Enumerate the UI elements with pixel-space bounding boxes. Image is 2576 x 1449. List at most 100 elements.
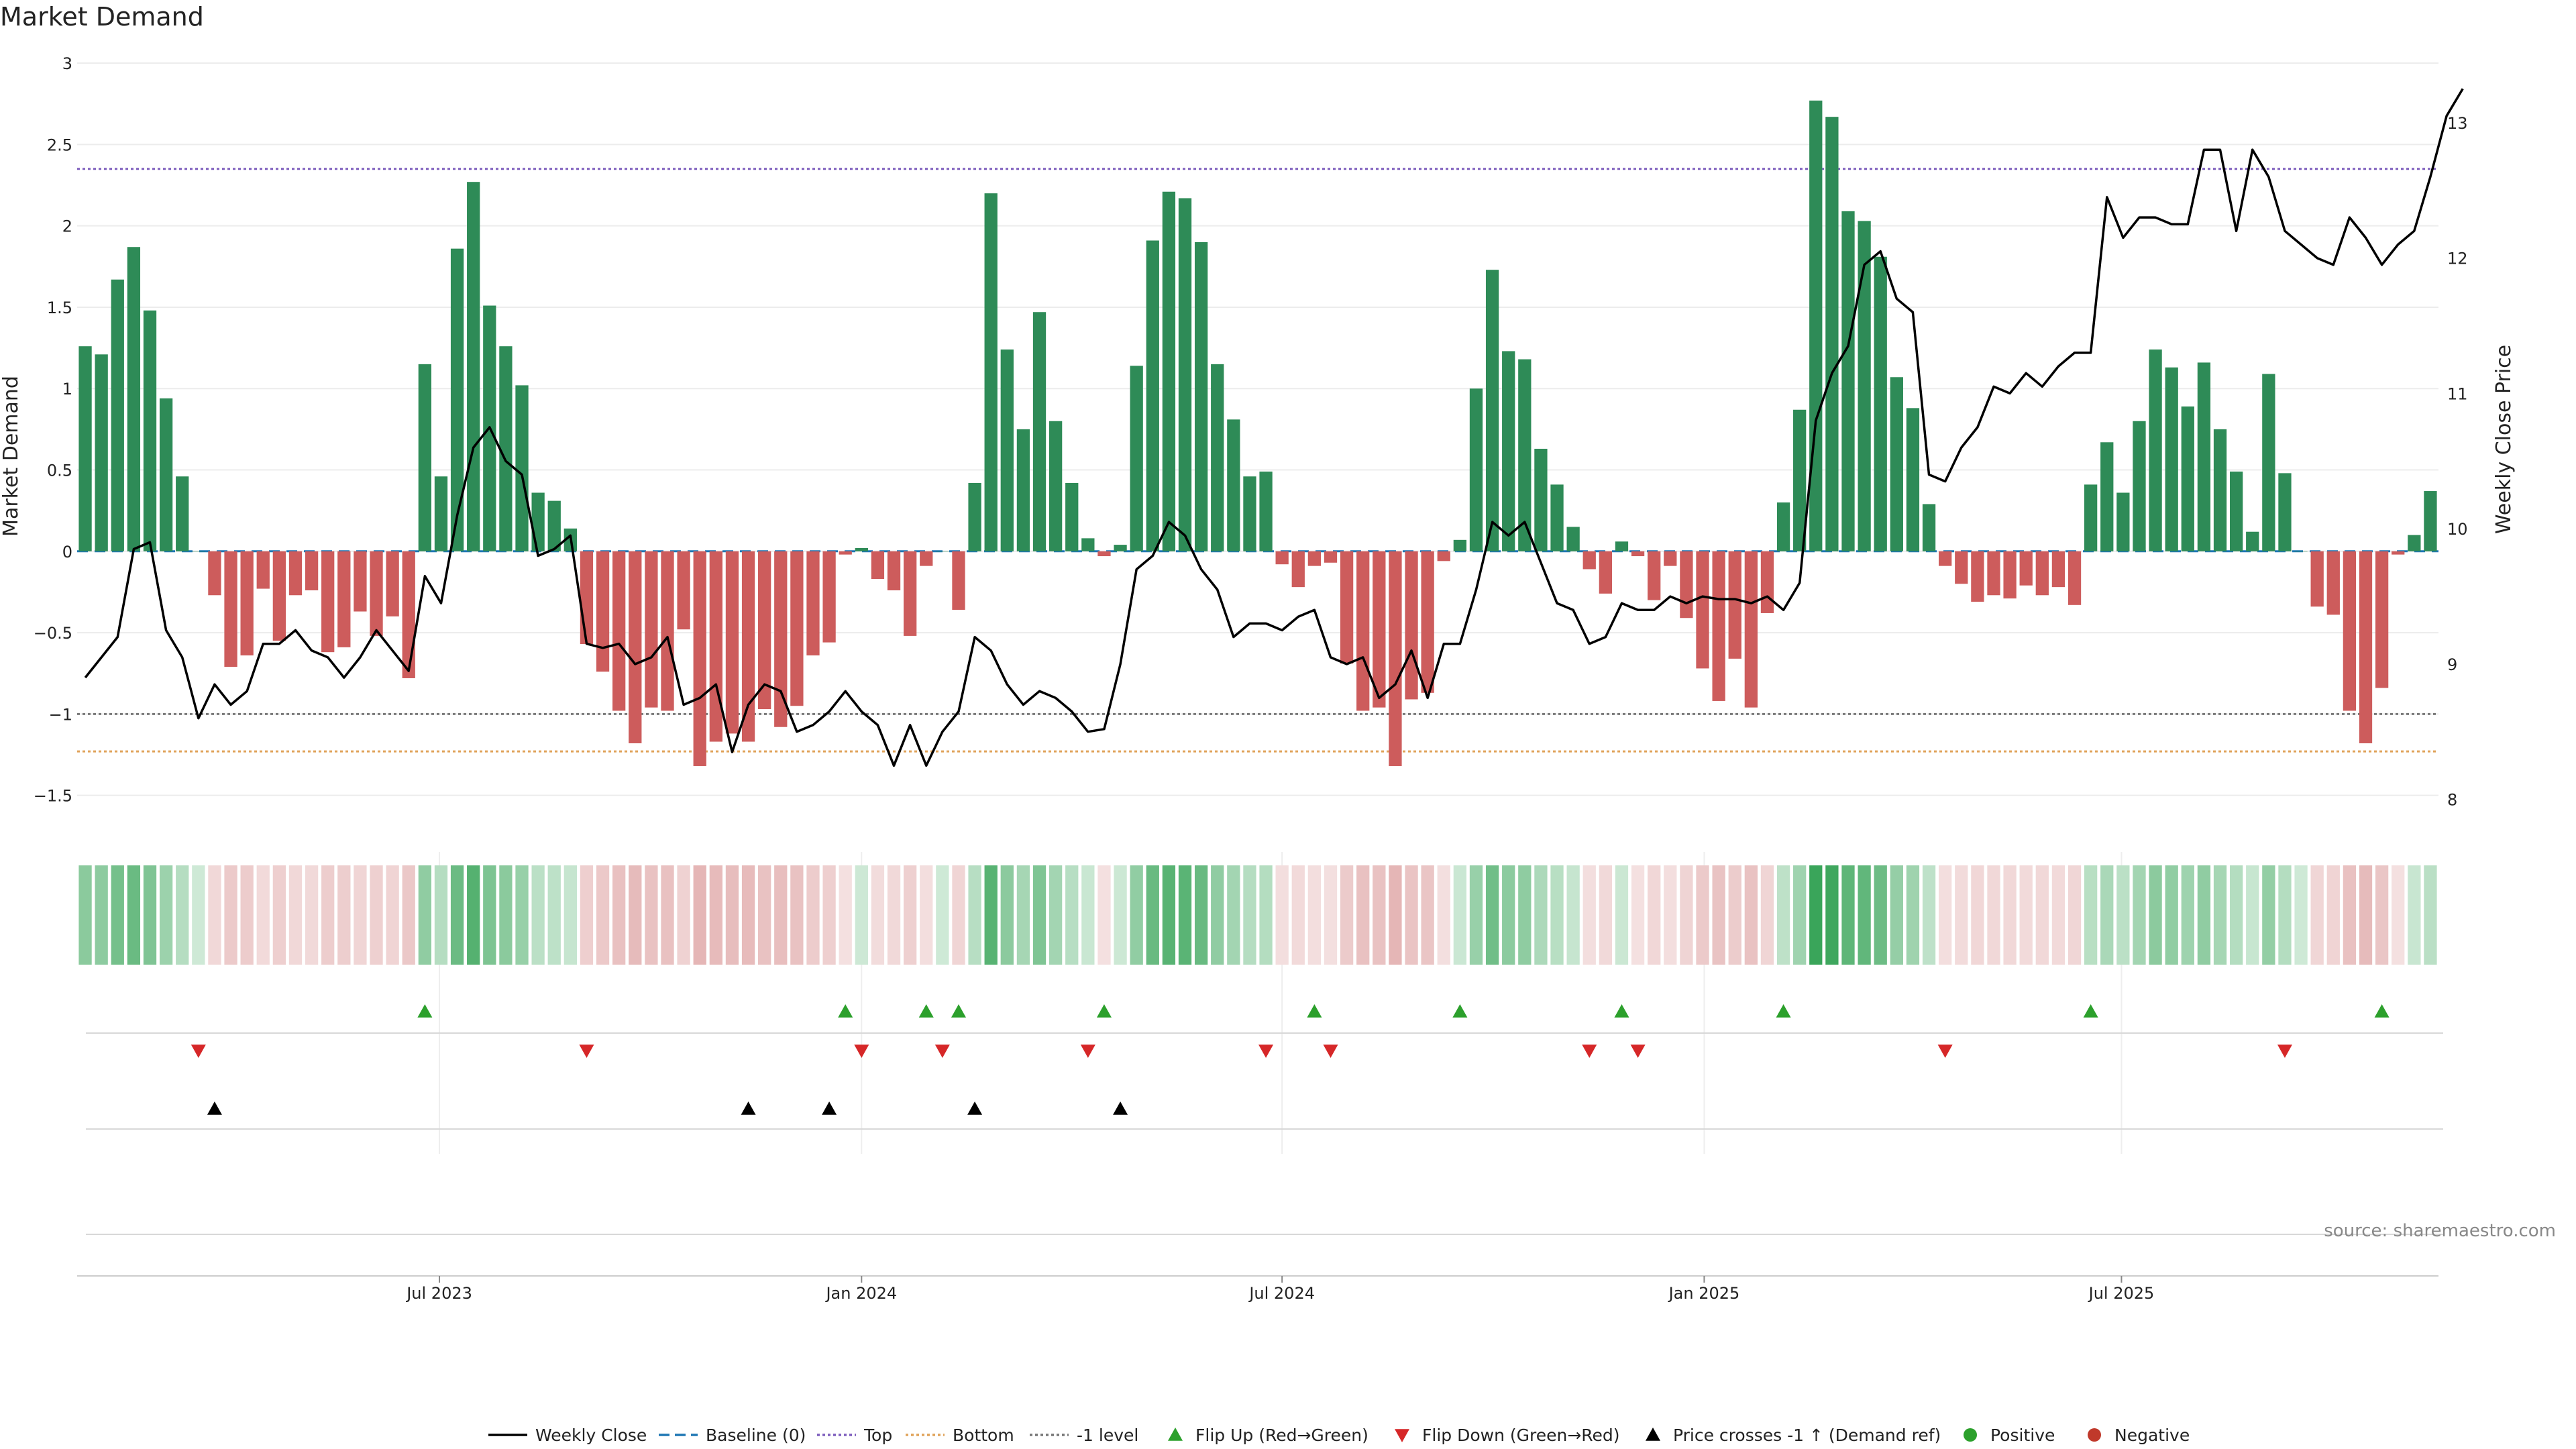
legend-swatch <box>2088 1428 2101 1442</box>
heat-cell <box>1421 865 1434 965</box>
heat-cell <box>1114 865 1127 965</box>
legend-label: Flip Up (Red→Green) <box>1195 1426 1368 1445</box>
bar-negative <box>1291 551 1305 588</box>
heat-cell <box>629 865 642 965</box>
flip-up-marker <box>918 1004 934 1018</box>
bar-positive <box>78 346 92 551</box>
bar-positive <box>1469 388 1483 551</box>
legend-label: Positive <box>1990 1426 2055 1445</box>
heat-cell <box>968 865 981 965</box>
bar-positive <box>1550 484 1564 551</box>
bar-positive <box>1485 270 1499 551</box>
heat-cell <box>240 865 254 965</box>
heat-cell <box>2359 865 2373 965</box>
y-tick-label: −1 <box>49 705 72 724</box>
bar-positive <box>1890 377 1903 551</box>
bar-positive <box>1146 240 1159 551</box>
heat-cell <box>1906 865 1920 965</box>
legend: Weekly Close Baseline (0) Top Bottom -1 leve… <box>488 1426 2190 1445</box>
heat-cell <box>2035 865 2049 965</box>
bar-negative <box>208 551 221 596</box>
bar-positive <box>1858 221 1871 551</box>
heat-cell <box>741 865 755 965</box>
heat-cell <box>1728 865 1741 965</box>
heat-cell <box>2116 865 2130 965</box>
bar-negative <box>645 551 658 708</box>
flip-down-marker <box>1582 1044 1597 1058</box>
heat-cell <box>1922 865 1936 965</box>
bar-positive <box>1259 471 1273 551</box>
bar-negative <box>1340 551 1354 664</box>
heat-cell <box>1874 865 1887 965</box>
bar-negative <box>1939 551 1952 566</box>
heat-cell <box>1664 865 1677 965</box>
bar-negative <box>224 551 237 667</box>
flip-up-marker <box>1096 1004 1112 1018</box>
flip-up-marker <box>2083 1004 2098 1018</box>
bar-negative <box>2326 551 2340 615</box>
heat-cell <box>418 865 431 965</box>
flip-up-marker <box>951 1004 966 1018</box>
heat-cell <box>904 865 917 965</box>
heat-cell <box>1307 865 1322 965</box>
bar-positive <box>2294 551 2308 552</box>
bar-negative <box>1971 551 1984 602</box>
bar-positive <box>176 476 189 551</box>
bar-positive <box>1016 429 1030 551</box>
flip-up-marker <box>838 1004 853 1018</box>
bar-positive <box>547 500 561 551</box>
heat-cell <box>208 865 221 965</box>
heat-cell <box>2133 865 2146 965</box>
bar-positive <box>143 310 157 551</box>
bar-negative <box>354 551 367 612</box>
y-tick-label: 2 <box>62 217 72 236</box>
heat-cell <box>1032 865 1046 965</box>
y2-tick-label: 10 <box>2447 520 2468 539</box>
flip-down-marker <box>579 1044 594 1058</box>
flip-down-marker <box>854 1044 869 1058</box>
heat-cell <box>305 865 319 965</box>
bar-positive <box>1809 100 1823 551</box>
y2-axis-label: Weekly Close Price <box>2492 345 2516 534</box>
legend-label: Flip Down (Green→Red) <box>1422 1426 1620 1445</box>
bar-positive <box>1793 409 1807 551</box>
heat-cell <box>143 865 157 965</box>
bar-negative <box>725 551 739 734</box>
heat-cell <box>677 865 690 965</box>
bar-positive <box>127 247 141 551</box>
heat-cell <box>434 865 448 965</box>
heat-cell <box>596 865 610 965</box>
bar-positive <box>467 182 480 551</box>
heat-cell <box>1291 865 1305 965</box>
heat-cell <box>1097 865 1111 965</box>
x-tick-label: Jul 2023 <box>405 1284 472 1303</box>
heat-cell <box>337 865 351 965</box>
heat-cell <box>2343 865 2357 965</box>
heat-cell <box>1566 865 1580 965</box>
y-tick-label: 0 <box>62 543 72 561</box>
heat-cell <box>2003 865 2017 965</box>
heat-cell <box>645 865 658 965</box>
bar-negative <box>693 551 706 766</box>
bar-negative <box>1664 551 1677 566</box>
bar-negative <box>2051 551 2065 588</box>
heat-cell <box>1469 865 1483 965</box>
heat-cell <box>564 865 577 965</box>
heat-cell <box>806 865 820 965</box>
weekly-close-layer <box>84 88 2464 767</box>
y-tick-label: 2.5 <box>47 136 72 154</box>
heat-cell <box>159 865 173 965</box>
y2-tick-label: 11 <box>2447 384 2468 403</box>
demand-bars <box>78 100 2437 766</box>
bar-negative <box>790 551 804 706</box>
heat-cell <box>1939 865 1952 965</box>
bar-negative <box>272 551 286 641</box>
heat-cell <box>2262 865 2275 965</box>
flip-up-marker <box>417 1004 433 1018</box>
bar-positive <box>1825 117 1839 551</box>
heat-cell <box>288 865 303 965</box>
x-axis: Jul 2023 Jan 2024 Jul 2024 Jan 2025 Jul 2025 <box>77 1275 2438 1303</box>
bar-positive <box>2408 535 2421 551</box>
bar-negative <box>822 551 836 643</box>
bar-positive <box>1566 527 1580 551</box>
